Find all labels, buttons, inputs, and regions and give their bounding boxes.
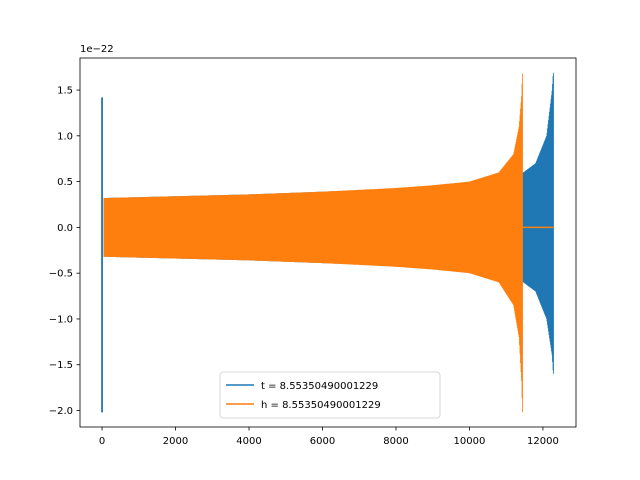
series-oscillation bbox=[103, 73, 523, 413]
series-layer bbox=[101, 72, 554, 413]
y-tick-label: −2.0 bbox=[49, 406, 73, 417]
x-tick-label: 6000 bbox=[310, 436, 335, 447]
y-tick-label: −0.5 bbox=[49, 269, 73, 280]
x-tick-label: 10000 bbox=[454, 436, 486, 447]
y-offset-label: 1e−22 bbox=[80, 44, 114, 55]
y-tick-label: 0.5 bbox=[57, 177, 73, 188]
legend: t = 8.55350490001229 h = 8.55350490001229 bbox=[219, 371, 441, 419]
x-tick-label: 8000 bbox=[383, 436, 408, 447]
y-tick-label: −1.5 bbox=[49, 360, 73, 371]
x-tick-label: 4000 bbox=[236, 436, 261, 447]
y-tick-label: 1.5 bbox=[57, 86, 73, 97]
y-tick-label: 1.0 bbox=[57, 131, 73, 142]
x-axis: 0 2000 4000 6000 8000 10000 12000 bbox=[99, 427, 559, 447]
y-axis: −2.0 −1.5 −1.0 −0.5 0.0 0.5 1.0 1.5 bbox=[49, 86, 80, 417]
y-tick-label: 0.0 bbox=[57, 223, 73, 234]
plot-frame bbox=[79, 57, 577, 428]
x-tick-label: 2000 bbox=[163, 436, 188, 447]
y-tick-label: −1.0 bbox=[49, 314, 73, 325]
x-tick-label: 0 bbox=[99, 436, 105, 447]
legend-label: t = 8.55350490001229 bbox=[261, 381, 378, 392]
series-h bbox=[103, 73, 554, 413]
legend-box bbox=[219, 371, 441, 419]
legend-label: h = 8.55350490001229 bbox=[261, 400, 381, 411]
x-tick-label: 12000 bbox=[527, 436, 559, 447]
